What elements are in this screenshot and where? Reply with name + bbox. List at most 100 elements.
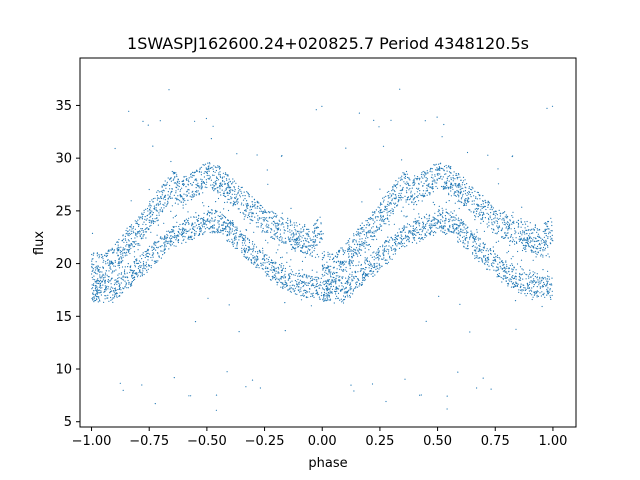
data-point: [190, 236, 192, 238]
data-point: [349, 282, 352, 284]
data-point: [180, 194, 182, 197]
data-point: [114, 260, 116, 262]
data-point: [187, 221, 189, 224]
data-point: [249, 218, 251, 220]
data-point: [223, 176, 225, 178]
data-point: [497, 228, 499, 230]
data-point: [547, 275, 549, 277]
data-point: [394, 250, 396, 252]
data-point: [411, 241, 413, 244]
data-point: [102, 284, 104, 286]
data-point: [281, 223, 283, 225]
data-point: [91, 232, 94, 234]
data-point: [495, 270, 497, 272]
data-point: [177, 179, 179, 181]
data-point: [357, 264, 359, 266]
data-point: [407, 183, 409, 185]
data-point: [432, 188, 434, 190]
data-point: [199, 230, 201, 232]
data-point: [436, 116, 438, 118]
data-point: [489, 217, 491, 219]
data-point: [400, 234, 402, 236]
data-point: [131, 269, 133, 271]
data-point: [142, 120, 144, 122]
data-point: [184, 230, 186, 232]
data-point: [534, 293, 536, 295]
data-point: [256, 200, 258, 202]
data-point: [262, 258, 264, 260]
data-point: [518, 240, 521, 242]
data-point: [241, 202, 243, 204]
data-point: [406, 173, 408, 175]
data-point: [263, 211, 266, 213]
data-point: [106, 274, 108, 276]
data-point: [107, 262, 109, 264]
data-point: [399, 185, 401, 187]
data-point: [548, 276, 550, 278]
data-point: [333, 271, 335, 273]
data-point: [484, 243, 486, 245]
data-point: [91, 276, 93, 279]
data-point: [476, 254, 478, 257]
data-point: [412, 227, 414, 230]
data-point: [437, 211, 439, 213]
data-point: [493, 260, 495, 262]
data-point: [239, 236, 241, 238]
data-point: [422, 193, 424, 195]
data-point: [430, 225, 432, 227]
data-point: [332, 281, 334, 283]
data-point: [366, 241, 368, 243]
data-point: [522, 278, 524, 280]
data-point: [175, 190, 177, 192]
data-point: [160, 207, 162, 209]
data-point: [165, 245, 167, 247]
data-point: [158, 212, 160, 214]
data-point: [390, 236, 392, 238]
data-point: [314, 234, 316, 236]
data-point: [287, 230, 289, 232]
data-point: [123, 241, 125, 243]
data-point: [551, 234, 553, 236]
data-point: [298, 242, 300, 244]
data-point: [429, 169, 431, 171]
data-point: [377, 253, 379, 255]
data-point: [218, 174, 220, 176]
data-point: [224, 216, 227, 218]
data-point: [383, 221, 385, 223]
data-point: [252, 212, 254, 214]
data-point: [374, 221, 376, 223]
data-point: [370, 235, 372, 237]
data-point: [378, 263, 380, 265]
data-point: [96, 268, 98, 270]
data-point: [155, 210, 157, 212]
data-point: [176, 174, 178, 176]
data-point: [100, 290, 102, 292]
data-point: [444, 215, 446, 217]
data-point: [162, 189, 165, 191]
data-point: [107, 294, 109, 296]
data-point: [232, 223, 234, 226]
data-point: [266, 219, 268, 222]
data-point: [273, 268, 275, 271]
data-point: [474, 208, 476, 210]
data-point: [341, 301, 343, 303]
data-point: [440, 219, 442, 221]
data-point: [329, 290, 331, 292]
data-point: [230, 224, 232, 226]
data-point: [488, 221, 490, 223]
data-point: [448, 165, 450, 167]
data-point: [103, 301, 105, 303]
data-point: [361, 281, 363, 284]
data-point: [247, 251, 249, 253]
data-point: [539, 250, 541, 252]
data-point: [227, 194, 229, 196]
data-point: [379, 246, 381, 248]
data-point: [271, 267, 273, 269]
data-point: [294, 293, 296, 295]
data-point: [472, 241, 474, 243]
data-point: [280, 276, 282, 278]
data-point: [367, 275, 369, 277]
data-point: [112, 262, 115, 264]
data-point: [373, 230, 375, 232]
data-point: [283, 241, 285, 243]
